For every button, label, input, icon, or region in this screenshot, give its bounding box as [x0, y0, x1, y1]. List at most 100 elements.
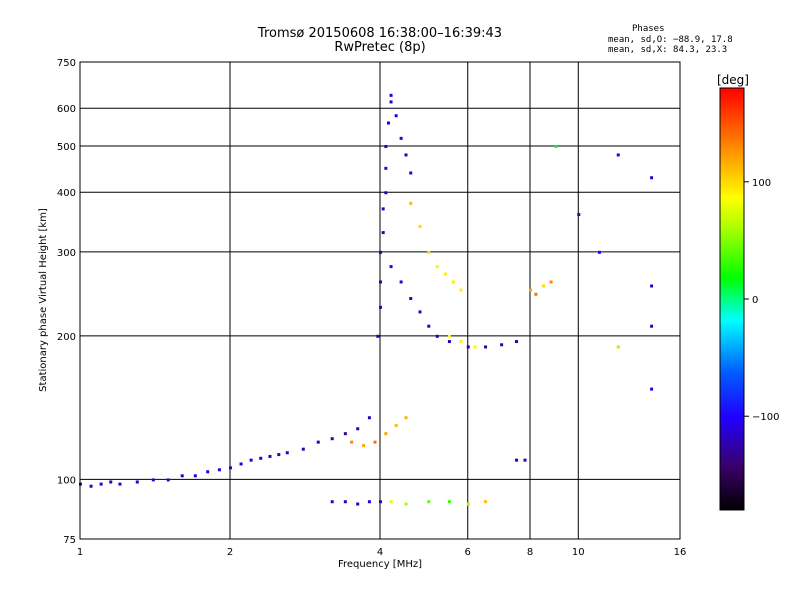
data-point — [379, 500, 382, 504]
phases-title: Phases — [632, 24, 665, 34]
x-tick-label: 10 — [572, 547, 585, 558]
data-point — [409, 201, 413, 205]
data-point — [386, 121, 390, 125]
data-point — [529, 288, 532, 292]
data-point — [301, 447, 305, 451]
data-point — [523, 458, 527, 462]
y-tick-label: 400 — [57, 188, 76, 199]
plot-frame — [79, 61, 681, 540]
chart-title: Tromsø 20150608 16:38:00–16:39:43 — [257, 26, 503, 41]
data-point — [229, 466, 232, 470]
data-point — [597, 250, 601, 254]
data-point — [473, 345, 477, 349]
data-point — [350, 440, 354, 444]
data-point — [376, 334, 380, 338]
data-point — [650, 324, 654, 328]
data-point — [193, 474, 197, 478]
data-point — [459, 340, 463, 344]
data-point — [389, 100, 393, 104]
data-point — [399, 136, 403, 140]
y-tick-label: 300 — [57, 248, 76, 259]
data-point — [356, 502, 360, 506]
data-point — [285, 451, 289, 455]
data-point — [427, 250, 431, 254]
data-point — [515, 458, 519, 462]
y-axis-label: Stationary phase Virtual Height [km] — [38, 208, 49, 392]
data-point — [484, 500, 488, 504]
x-tick-label: 4 — [377, 547, 383, 558]
chart-subtitle: RwPretec (8p) — [334, 40, 426, 55]
data-point — [500, 343, 504, 347]
data-point — [554, 144, 558, 148]
data-point — [166, 478, 170, 482]
data-point — [650, 387, 654, 391]
y-tick-label: 200 — [57, 332, 76, 343]
grid-lines — [80, 62, 680, 539]
data-point — [384, 144, 388, 148]
data-point — [399, 280, 403, 284]
data-point — [447, 334, 451, 338]
data-point — [343, 432, 347, 436]
data-point — [381, 207, 385, 211]
data-point — [206, 470, 210, 474]
data-point — [515, 340, 519, 344]
data-point — [109, 480, 113, 484]
data-point — [379, 280, 382, 284]
y-tick-label: 100 — [57, 475, 76, 486]
data-point — [427, 500, 431, 504]
x-tick-label: 2 — [227, 547, 233, 558]
data-point — [534, 292, 538, 296]
data-point — [118, 482, 122, 486]
data-point — [217, 468, 221, 472]
data-point — [379, 250, 382, 254]
data-point — [384, 191, 388, 195]
data-point — [356, 427, 360, 431]
data-point — [409, 171, 413, 175]
data-point — [616, 345, 620, 349]
data-point — [389, 265, 393, 269]
data-point — [330, 437, 334, 441]
data-point — [379, 305, 382, 309]
phases-o-stats: mean, sd,O: −88.9, 17.8 — [608, 35, 733, 45]
data-point — [343, 500, 347, 504]
data-point — [451, 280, 455, 284]
data-point — [459, 288, 463, 292]
data-point — [404, 502, 408, 506]
data-point — [384, 166, 388, 170]
colorbar-ticks: 100 0 −100 — [744, 178, 779, 423]
data-point — [443, 272, 447, 276]
y-axis-ticks: 75 100 200 300 400 500 600 750 — [57, 58, 76, 546]
data-point — [249, 458, 253, 462]
data-point — [394, 114, 398, 118]
data-point — [259, 456, 263, 460]
data-point — [316, 440, 320, 444]
data-point — [394, 424, 398, 428]
data-point — [180, 474, 184, 478]
data-point — [435, 265, 439, 269]
data-point — [389, 500, 393, 504]
data-point — [367, 500, 371, 504]
data-point — [99, 482, 103, 486]
data-point — [616, 153, 620, 157]
data-point — [549, 280, 553, 284]
x-tick-label: 8 — [527, 547, 533, 558]
data-point — [362, 444, 366, 448]
data-point — [373, 440, 377, 444]
x-tick-label: 6 — [465, 547, 471, 558]
data-point — [466, 502, 470, 506]
y-tick-label: 600 — [57, 104, 76, 115]
y-tick-label: 75 — [63, 535, 76, 546]
x-tick-label: 16 — [674, 547, 687, 558]
colorbar — [719, 87, 745, 511]
y-tick-label: 500 — [57, 142, 76, 153]
data-point — [542, 284, 546, 288]
data-point — [466, 345, 470, 349]
data-point — [418, 224, 422, 228]
data-point — [447, 500, 451, 504]
data-point — [268, 454, 272, 458]
x-axis-ticks: 1 2 4 6 8 10 16 — [77, 547, 687, 558]
data-point — [409, 297, 413, 301]
data-point — [135, 480, 139, 484]
data-point — [484, 345, 488, 349]
data-point — [447, 340, 451, 344]
